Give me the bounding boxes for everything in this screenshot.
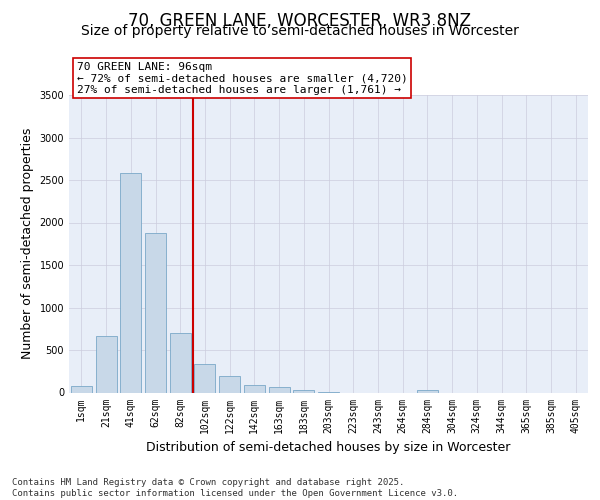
Bar	[194, 364, 215, 392]
Bar	[219, 376, 240, 392]
Bar	[170, 333, 191, 392]
Text: 70, GREEN LANE, WORCESTER, WR3 8NZ: 70, GREEN LANE, WORCESTER, WR3 8NZ	[128, 12, 472, 30]
Text: 70 GREEN LANE: 96sqm
← 72% of semi-detached houses are smaller (4,720)
27% of se: 70 GREEN LANE: 96sqm ← 72% of semi-detac…	[77, 62, 407, 95]
Bar	[269, 386, 290, 392]
Bar	[417, 390, 438, 392]
Bar	[120, 173, 141, 392]
Y-axis label: Number of semi-detached properties: Number of semi-detached properties	[21, 128, 34, 360]
Bar	[244, 385, 265, 392]
Text: Contains HM Land Registry data © Crown copyright and database right 2025.
Contai: Contains HM Land Registry data © Crown c…	[12, 478, 458, 498]
Bar	[145, 232, 166, 392]
Bar	[71, 386, 92, 392]
X-axis label: Distribution of semi-detached houses by size in Worcester: Distribution of semi-detached houses by …	[146, 441, 511, 454]
Bar	[95, 336, 116, 392]
Text: Size of property relative to semi-detached houses in Worcester: Size of property relative to semi-detach…	[81, 24, 519, 38]
Bar	[293, 390, 314, 392]
